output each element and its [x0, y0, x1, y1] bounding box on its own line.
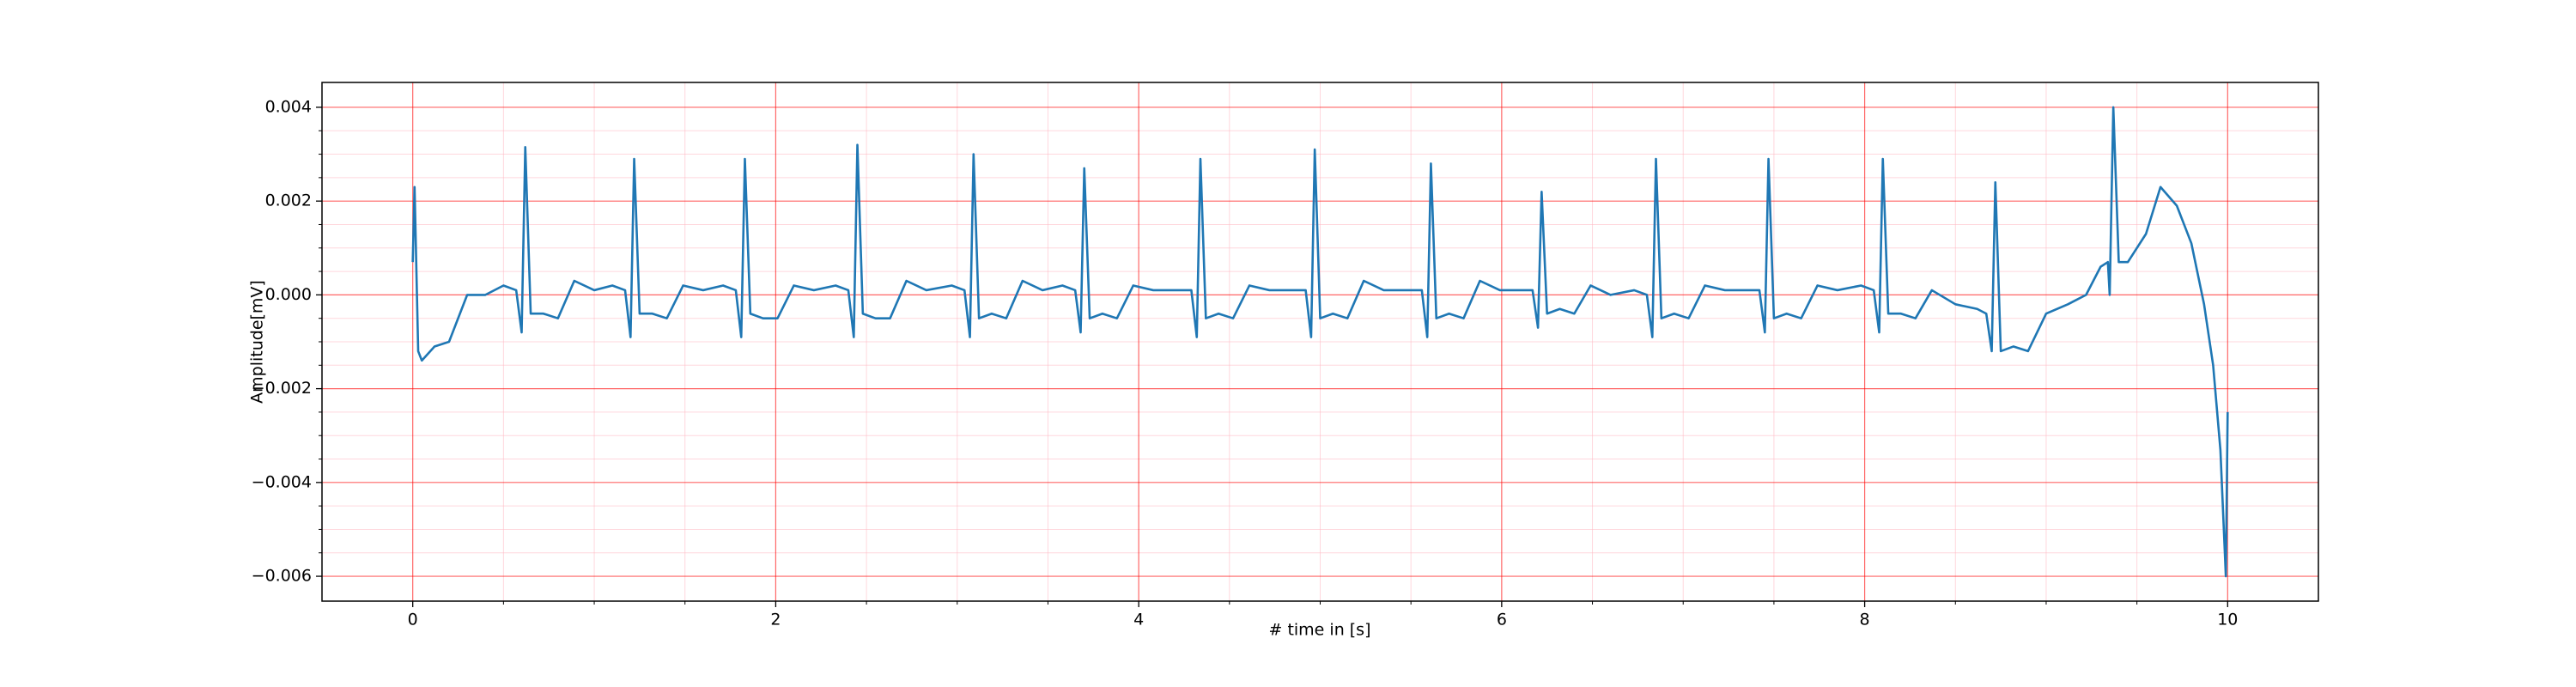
x-tick-label: 0 [408, 611, 418, 629]
grid [319, 82, 2318, 605]
y-tick-label: −0.006 [252, 567, 312, 586]
y-tick-label: 0.004 [265, 97, 312, 116]
x-tick-label: 2 [770, 611, 781, 629]
x-tick-label: 4 [1133, 611, 1144, 629]
y-axis-label: Amplitude[mV] [248, 280, 267, 404]
x-tick-label: 10 [2217, 611, 2238, 629]
axes-frame [321, 82, 2319, 602]
line-series [411, 106, 2229, 578]
y-tick-label: 0.002 [265, 192, 312, 210]
x-tick-label: 8 [1860, 611, 1870, 629]
plot-area [411, 106, 2229, 578]
y-tick-label: −0.002 [252, 379, 312, 398]
x-tick-label: 6 [1497, 611, 1507, 629]
x-axis-label: # time in [s] [1268, 621, 1370, 640]
y-tick-label: −0.004 [252, 472, 312, 491]
y-tick-label: 0.000 [265, 285, 312, 304]
